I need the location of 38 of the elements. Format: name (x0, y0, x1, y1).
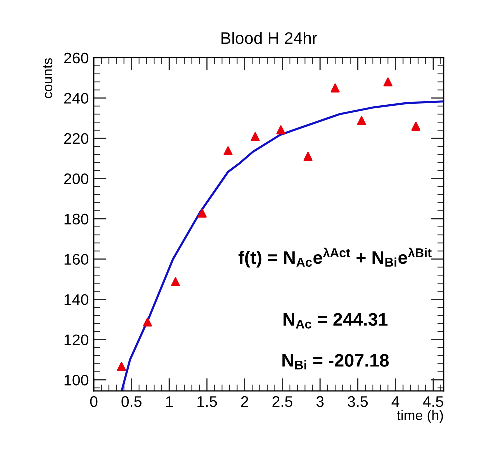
chart-title: Blood H 24hr (222, 32, 318, 44)
y-tick-label: 240 (64, 93, 89, 104)
y-tick-label: 200 (64, 174, 89, 184)
x-tick-label: 2 (241, 396, 248, 408)
y-tick-label: 180 (64, 214, 89, 225)
x-tick-label: 4 (392, 396, 400, 408)
point (304, 152, 313, 162)
x-tick-label: 3 (316, 396, 324, 408)
annotation: N$_{Bi}$ = -207.18 (282, 354, 390, 370)
point (250, 132, 260, 142)
x-tick-label: 4.5 (423, 396, 444, 408)
point (171, 278, 180, 287)
point (224, 146, 233, 156)
x-axis-title: time (h) (397, 410, 444, 424)
x-tick-label: 2.5 (272, 396, 293, 408)
y-tick-label: 260 (64, 52, 89, 64)
x-tick-label: 1.5 (198, 396, 218, 408)
y-axis-title: counts (44, 58, 53, 98)
y-tick-label: 120 (64, 334, 89, 346)
annotation: f(t) = N$_{Ac}$e$^{λAct}$ + N$_{Bi}$e$^{λBit}$ (238, 248, 432, 268)
x-tick-label: 1 (166, 396, 173, 408)
point (412, 122, 421, 131)
x-tick-label: 0.5 (122, 396, 142, 408)
y-tick-label: 160 (64, 254, 89, 265)
y-tick-label: 140 (64, 294, 89, 306)
point (143, 318, 152, 327)
x-tick-label: 3.5 (348, 396, 368, 408)
x-tick-label: 0 (90, 396, 98, 408)
point (357, 116, 366, 126)
point (330, 84, 340, 93)
point (198, 208, 207, 218)
line-series (120, 100, 444, 392)
point (276, 126, 286, 135)
y-tick-label: 100 (64, 374, 89, 386)
annotation: N$_{Ac}$ = 244.31 (284, 313, 388, 329)
point (384, 78, 393, 87)
point (117, 362, 126, 372)
y-tick-label: 220 (64, 133, 89, 144)
